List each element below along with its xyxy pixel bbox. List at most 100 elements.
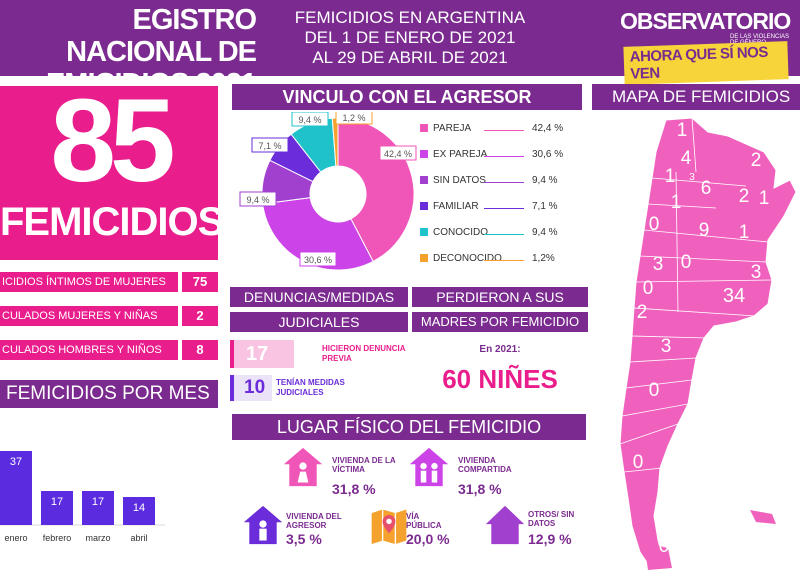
lugar-value-victima: 31,8 % bbox=[332, 481, 376, 497]
svg-text:1,2 %: 1,2 % bbox=[342, 113, 365, 123]
madres-value: 60 NIÑES bbox=[442, 364, 558, 394]
medidas-judiciales-value: 10 bbox=[244, 377, 266, 398]
monthly-chart-header: FEMICIDIOS POR MES bbox=[0, 380, 218, 408]
province-count: 4 bbox=[681, 148, 692, 169]
legend-label: EX PAREJA bbox=[433, 149, 488, 160]
lugar-value-agresor: 3,5 % bbox=[286, 531, 322, 547]
house-shared-icon bbox=[409, 447, 449, 487]
svg-text:9,4 %: 9,4 % bbox=[246, 195, 269, 205]
bar-value-label: 37 bbox=[10, 456, 22, 468]
svg-text:9,4 %: 9,4 % bbox=[298, 115, 321, 125]
bar-tick-label: enero bbox=[4, 533, 27, 543]
svg-text:42,4 %: 42,4 % bbox=[384, 149, 412, 159]
stat-label-hombres-ninos: CULADOS HOMBRES Y NIÑOS bbox=[0, 340, 178, 360]
bar-tick-label: abril bbox=[130, 533, 147, 543]
bar-abril bbox=[123, 497, 155, 525]
legend-label: PAREJA bbox=[433, 123, 472, 134]
legend-swatch bbox=[420, 254, 428, 263]
legend-swatch bbox=[420, 124, 428, 133]
legend-swatch bbox=[420, 176, 428, 185]
vinculo-donut-chart: 42,4 % 30,6 % 9,4 % 7,1 % 9,4 % 1,2 % bbox=[239, 112, 417, 271]
legend-value: 1,2% bbox=[532, 253, 555, 264]
lugar-label-otros: OTROS/ SIN DATOS bbox=[528, 510, 575, 528]
map-pin-icon bbox=[371, 509, 407, 545]
province-count: 3 bbox=[661, 336, 672, 357]
denuncia-previa-label: HICIERON DENUNCIA PREVIA bbox=[322, 344, 406, 363]
province-count: 0 bbox=[649, 380, 660, 401]
bar-enero bbox=[0, 451, 32, 525]
date-range-subtitle: FEMICIDIOS EN ARGENTINA DEL 1 DE ENERO D… bbox=[294, 8, 526, 67]
province-count: 0 bbox=[659, 536, 670, 557]
svg-text:30,6 %: 30,6 % bbox=[304, 255, 332, 265]
province-count: 0 bbox=[643, 278, 654, 299]
legend-swatch bbox=[420, 228, 428, 237]
denuncia-previa-box: 17 bbox=[230, 340, 294, 368]
province-count: 6 bbox=[701, 178, 712, 199]
province-count: 1 bbox=[677, 120, 688, 141]
legend-label: CONOCIDO bbox=[433, 227, 488, 238]
province-count: 0 bbox=[649, 214, 660, 235]
province-count: 2 bbox=[637, 302, 648, 323]
province-count: 34 bbox=[723, 285, 745, 307]
slice-label: 9,4 % bbox=[239, 191, 277, 207]
province-count: 3 bbox=[653, 254, 664, 275]
legend-label: DECONOCIDO bbox=[433, 253, 502, 264]
legend-label: SIN DATOS bbox=[433, 175, 486, 186]
lugar-header: LUGAR FÍSICO DEL FEMICIDIO bbox=[232, 414, 586, 440]
lugar-value-via-publica: 20,0 % bbox=[406, 531, 450, 547]
legend-swatch bbox=[420, 202, 428, 211]
house-other-icon bbox=[485, 505, 525, 545]
medidas-judiciales-label: TENÍAN MEDIDAS JUDICIALES bbox=[276, 378, 345, 397]
legend-item: PAREJA 42,4 % bbox=[420, 122, 580, 148]
province-count: 0 bbox=[633, 452, 644, 473]
bar-value-label: 17 bbox=[92, 496, 104, 508]
total-femicides-box bbox=[0, 86, 218, 260]
svg-text:7,1 %: 7,1 % bbox=[258, 141, 281, 151]
madres-header: PERDIERON A SUS bbox=[412, 287, 588, 307]
house-victim-icon bbox=[283, 447, 323, 487]
denuncias-header-2: JUDICIALES bbox=[230, 312, 408, 332]
lugar-label-via-publica: VÍA PÚBLICA bbox=[406, 512, 442, 530]
lugar-label-compartida: VIVIENDA COMPARTIDA bbox=[458, 456, 512, 474]
denuncia-previa-value: 17 bbox=[246, 343, 269, 365]
legend-item: SIN DATOS 9,4 % bbox=[420, 174, 580, 200]
stat-value-hombres-ninos: 8 bbox=[182, 340, 218, 360]
observatorio-logo: OBSERVATORIO DE LAS VIOLENCIAS DE GÉNERO… bbox=[620, 8, 791, 85]
slice-deconocido bbox=[331, 117, 339, 167]
province-count: 2 bbox=[739, 186, 750, 207]
province-count: 3 bbox=[689, 172, 695, 183]
province-count: 9 bbox=[699, 220, 710, 241]
legend-value: 9,4 % bbox=[532, 227, 558, 238]
slice-label: 9,4 % bbox=[291, 112, 329, 127]
province-count: 3 bbox=[751, 262, 762, 283]
legend-value: 7,1 % bbox=[532, 201, 558, 212]
logo-tagline: AHORA QUE SÍ NOS VEN bbox=[623, 41, 789, 85]
legend-value: 42,4 % bbox=[532, 123, 564, 134]
slice-label: 42,4 % bbox=[379, 145, 417, 161]
stat-value-mujeres-ninas: 2 bbox=[182, 306, 218, 326]
lugar-value-compartida: 31,8 % bbox=[458, 481, 502, 497]
stat-label-intimos: ICIDIOS ÍNTIMOS DE MUJERES bbox=[0, 272, 178, 292]
bar-tick-label: marzo bbox=[85, 533, 110, 543]
legend-swatch bbox=[420, 150, 428, 159]
bar-value-label: 17 bbox=[51, 496, 63, 508]
legend-value: 30,6 % bbox=[532, 149, 564, 160]
madres-header-2: MADRES POR FEMICIDIO bbox=[412, 312, 588, 332]
lugar-value-otros: 12,9 % bbox=[528, 531, 572, 547]
province-count: 0 bbox=[681, 252, 692, 273]
madres-year-label: En 2021: bbox=[479, 344, 521, 355]
total-femicides-number: 85 bbox=[50, 75, 175, 207]
house-agresor-icon bbox=[243, 505, 283, 545]
province-count: 1 bbox=[739, 222, 750, 243]
vinculo-legend: PAREJA 42,4 % EX PAREJA 30,6 % SIN DATOS 9,4 … bbox=[420, 122, 580, 278]
bar-febrero bbox=[41, 491, 73, 525]
total-femicides-label: FEMICIDIOS bbox=[0, 200, 224, 244]
bar-value-label: 14 bbox=[133, 502, 145, 514]
stat-label-mujeres-ninas: CULADOS MUJERES Y NIÑAS bbox=[0, 306, 178, 326]
medidas-judiciales-box: 10 bbox=[230, 375, 272, 401]
logo-main-text: OBSERVATORIO bbox=[620, 8, 791, 34]
legend-item: DECONOCIDO 1,2% bbox=[420, 252, 580, 278]
denuncias-header: DENUNCIAS/MEDIDAS bbox=[230, 287, 408, 307]
bar-tick-label: febrero bbox=[43, 533, 72, 543]
